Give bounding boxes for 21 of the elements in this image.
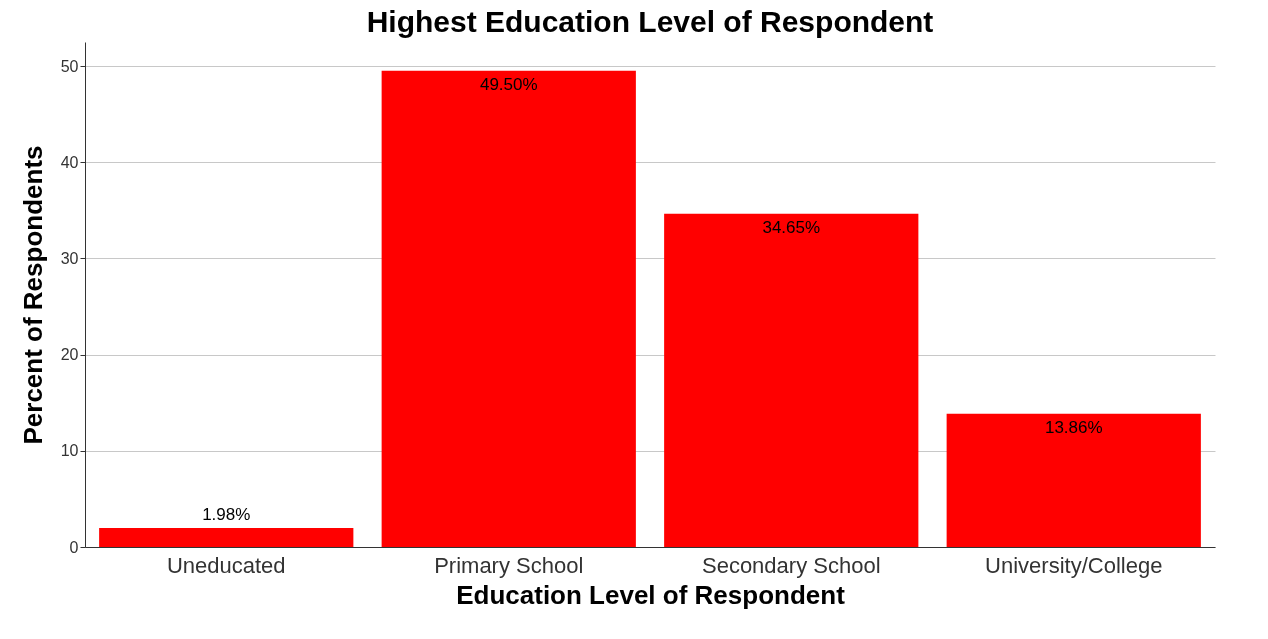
x-axis-title: Education Level of Respondent <box>456 579 846 610</box>
y-tick-label: 50 <box>60 57 79 75</box>
data-label: 13.86% <box>1044 417 1103 437</box>
bar <box>664 213 919 547</box>
data-label: 1.98% <box>202 504 251 524</box>
y-tick-label: 40 <box>60 153 79 171</box>
bar <box>946 413 1201 547</box>
y-tick-label: 0 <box>69 538 79 556</box>
y-tick-label: 20 <box>60 346 79 364</box>
x-tick-label: University/College <box>985 552 1163 578</box>
y-axis-title: Percent of Respondents <box>17 145 48 445</box>
chart-title: Highest Education Level of Respondent <box>366 5 934 38</box>
data-label: 49.50% <box>479 74 538 94</box>
y-tick-label: 30 <box>60 249 79 267</box>
bar <box>381 70 636 547</box>
x-tick-label: Primary School <box>434 552 584 578</box>
x-tick-label: Uneducated <box>166 552 286 578</box>
bar <box>99 527 354 547</box>
x-tick-label: Secondary School <box>701 552 881 578</box>
y-tick-label: 10 <box>60 442 79 460</box>
data-label: 34.65% <box>762 217 821 237</box>
